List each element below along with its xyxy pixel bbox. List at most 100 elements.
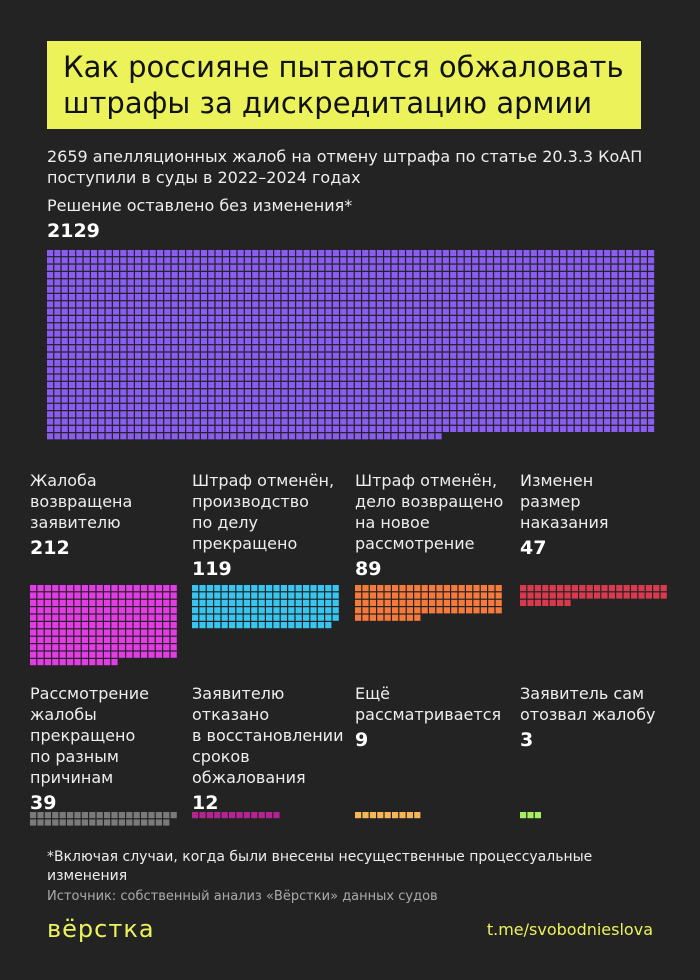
waffle-cell (530, 396, 537, 403)
waffle-cell (149, 264, 156, 271)
waffle-cell (538, 352, 545, 359)
waffle-cell (288, 622, 295, 629)
waffle-cell (112, 337, 120, 345)
waffle-cell (149, 433, 156, 440)
waffle-cell (318, 345, 325, 352)
waffle-cell (112, 279, 120, 286)
waffle-cell (508, 308, 515, 315)
waffle-cell (501, 389, 508, 396)
waffle-cell (215, 396, 222, 403)
waffle-cell (325, 352, 332, 359)
waffle-cell (296, 418, 303, 425)
waffle-cell (244, 250, 252, 257)
waffle-cell (479, 352, 486, 359)
waffle-cell (596, 279, 603, 286)
waffle-cell (68, 293, 76, 301)
value-label: 9 (355, 729, 369, 751)
waffle-cell (413, 352, 420, 359)
waffle-cell (83, 337, 90, 345)
waffle-cell (200, 403, 208, 411)
waffle-cell (112, 308, 120, 315)
waffle-cell (105, 264, 112, 271)
waffle-cell (258, 592, 265, 599)
waffle-cell (332, 389, 339, 396)
waffle-cell (149, 418, 156, 425)
waffle-cell (142, 425, 149, 433)
waffle-cell (428, 403, 435, 411)
waffle-cell (464, 418, 471, 425)
waffle-cell (472, 257, 479, 264)
waffle-cell (582, 389, 589, 396)
waffle-cell (384, 250, 391, 257)
waffle-cell (545, 279, 552, 286)
waffle-cell (596, 315, 603, 323)
waffle-cell (83, 308, 90, 315)
waffle-cell (61, 396, 68, 403)
waffle-cell (332, 592, 339, 599)
waffle-cell (296, 403, 303, 411)
waffle-cell (199, 812, 206, 819)
waffle-cell (83, 418, 90, 425)
waffle-cell (296, 389, 303, 396)
waffle-cell (626, 367, 633, 374)
waffle-cell (215, 425, 222, 433)
waffle-cell (582, 315, 589, 323)
waffle-cell (464, 293, 471, 301)
waffle-cell (450, 367, 457, 374)
waffle-cell (472, 367, 479, 374)
waffle-cell (325, 607, 332, 614)
waffle-cell (626, 396, 633, 403)
waffle-cell (76, 308, 83, 315)
waffle-cell (258, 607, 265, 614)
waffle-cell (76, 359, 83, 367)
waffle-cell (325, 264, 332, 271)
waffle-cell (362, 585, 369, 592)
waffle-cell (266, 614, 273, 621)
waffle-cell (296, 323, 303, 330)
waffle-cell (391, 352, 398, 359)
waffle-cell (156, 301, 164, 308)
waffle-cell (464, 257, 471, 264)
waffle-cell (83, 389, 90, 396)
waffle-cell (288, 271, 295, 279)
waffle-cell (259, 403, 266, 411)
waffle-cell (376, 330, 383, 337)
waffle-cell (303, 315, 310, 323)
waffle-cell (52, 636, 59, 643)
waffle-cell (274, 418, 281, 425)
waffle-cell (618, 293, 625, 301)
waffle-cell (564, 592, 571, 599)
waffle-cell (98, 293, 105, 301)
waffle-cell (384, 418, 391, 425)
waffle-cell (186, 323, 193, 330)
waffle-cell (520, 592, 527, 599)
waffle-cell (325, 337, 332, 345)
waffle-cell (516, 337, 523, 345)
waffle-cell (141, 629, 148, 636)
waffle-cell (508, 279, 515, 286)
waffle-cell (310, 315, 317, 323)
waffle-cell (105, 345, 112, 352)
waffle-cell (325, 271, 332, 279)
waffle-cell (215, 337, 222, 345)
waffle-cell (105, 286, 112, 293)
waffle-cell (208, 396, 215, 403)
waffle-cell (428, 286, 435, 293)
waffle-cell (296, 330, 303, 337)
waffle-cell (76, 286, 83, 293)
waffle-cell (538, 271, 545, 279)
waffle-cell (281, 315, 288, 323)
waffle-cell (486, 308, 493, 315)
waffle-cell (192, 599, 199, 606)
waffle-cell (149, 381, 156, 389)
channel-link[interactable]: t.me/svobodnieslova (486, 920, 653, 939)
waffle-cell (244, 271, 252, 279)
waffle-cell (112, 330, 120, 337)
waffle-cell (155, 607, 162, 614)
waffle-cell (98, 389, 105, 396)
waffle-cell (398, 396, 405, 403)
waffle-cell (98, 264, 105, 271)
waffle-cell (303, 257, 310, 264)
waffle-cell (442, 279, 449, 286)
waffle-cell (582, 337, 589, 345)
